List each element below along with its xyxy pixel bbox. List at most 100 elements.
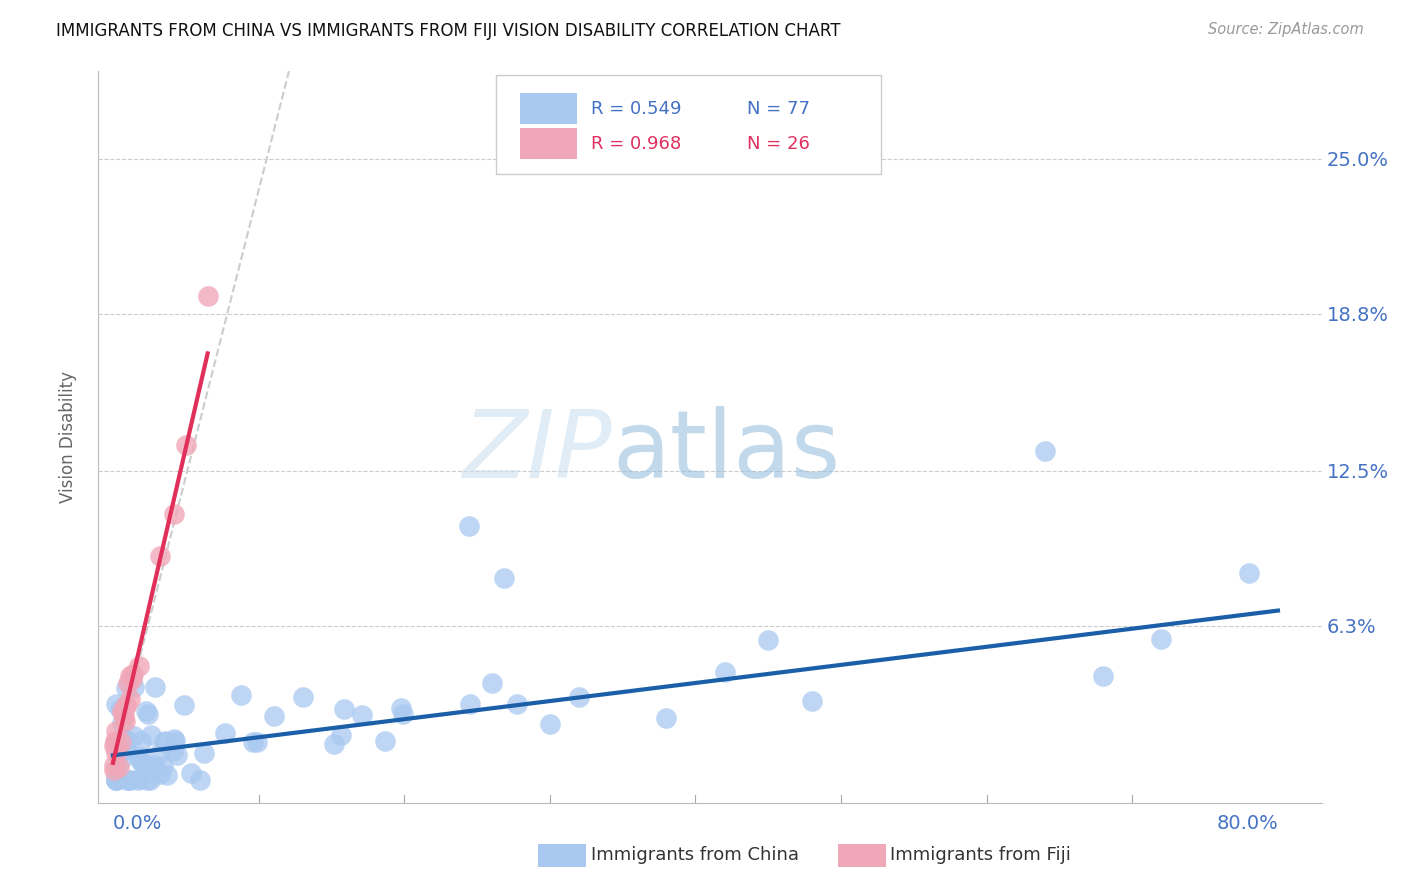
Point [104,773,127,788]
Point [131,734,153,748]
Point [103,764,125,778]
Point [105,697,128,711]
Point [105,766,128,780]
Point [163,732,186,747]
Point [713,665,735,679]
FancyBboxPatch shape [520,128,576,159]
Point [197,289,219,303]
Point [1033,443,1056,458]
Point [105,739,128,754]
Point [110,752,132,766]
Point [162,743,184,757]
Point [481,676,503,690]
Point [152,759,174,773]
Point [115,743,138,757]
Point [114,714,136,729]
Y-axis label: Vision Disability: Vision Disability [59,371,77,503]
Point [214,726,236,740]
Point [136,773,159,788]
Point [166,748,188,763]
Point [111,715,134,730]
Text: ZIP: ZIP [463,406,612,497]
Text: atlas: atlas [612,406,841,498]
Point [138,758,160,772]
Point [801,694,824,708]
Point [104,746,127,760]
Point [104,770,127,784]
Point [103,739,125,753]
Point [1092,669,1115,683]
Point [163,507,186,521]
Point [104,773,127,788]
Text: R = 0.968: R = 0.968 [592,135,682,153]
Point [112,709,135,723]
Point [392,706,415,721]
Point [180,766,202,780]
Point [389,701,412,715]
Point [246,735,269,749]
Point [118,773,141,788]
Point [128,659,150,673]
Point [153,734,176,748]
Text: N = 26: N = 26 [747,135,810,153]
Point [655,711,678,725]
Point [756,632,779,647]
Point [117,773,139,788]
Point [141,728,163,742]
Point [104,734,127,748]
Point [538,717,561,731]
Point [108,702,131,716]
Point [330,728,353,742]
Point [128,753,150,767]
Point [118,691,141,706]
Point [333,702,356,716]
Text: Immigrants from Fiji: Immigrants from Fiji [890,847,1071,864]
Point [131,756,153,770]
Point [263,709,285,723]
Point [107,747,129,762]
Point [1150,632,1173,646]
Point [149,549,172,563]
Point [121,673,143,687]
Point [122,681,145,695]
Point [143,680,166,694]
Point [112,707,135,722]
Point [118,773,141,788]
Point [122,729,145,743]
Point [173,698,195,712]
Point [193,746,215,760]
Point [114,734,136,748]
Point [115,732,138,747]
Text: Immigrants from China: Immigrants from China [591,847,799,864]
Text: Source: ZipAtlas.com: Source: ZipAtlas.com [1208,22,1364,37]
Point [374,733,396,747]
Text: 0.0%: 0.0% [112,814,162,833]
Text: R = 0.549: R = 0.549 [592,100,682,118]
Point [122,667,145,681]
Point [105,773,128,788]
Point [322,737,344,751]
Point [135,704,157,718]
Point [1237,566,1260,581]
Point [111,704,134,718]
Point [110,735,132,749]
Point [291,690,314,704]
Point [118,668,141,682]
Point [128,749,150,764]
Point [174,437,197,451]
Point [188,773,211,788]
Point [117,676,139,690]
Point [148,767,170,781]
Point [148,747,170,761]
Point [457,518,479,533]
Point [156,768,179,782]
Text: N = 77: N = 77 [747,100,810,118]
Point [115,699,138,714]
Point [108,760,131,774]
Point [114,681,136,696]
Point [110,736,132,750]
Point [153,733,176,747]
Point [506,697,529,711]
Point [165,733,187,747]
Point [104,724,127,739]
